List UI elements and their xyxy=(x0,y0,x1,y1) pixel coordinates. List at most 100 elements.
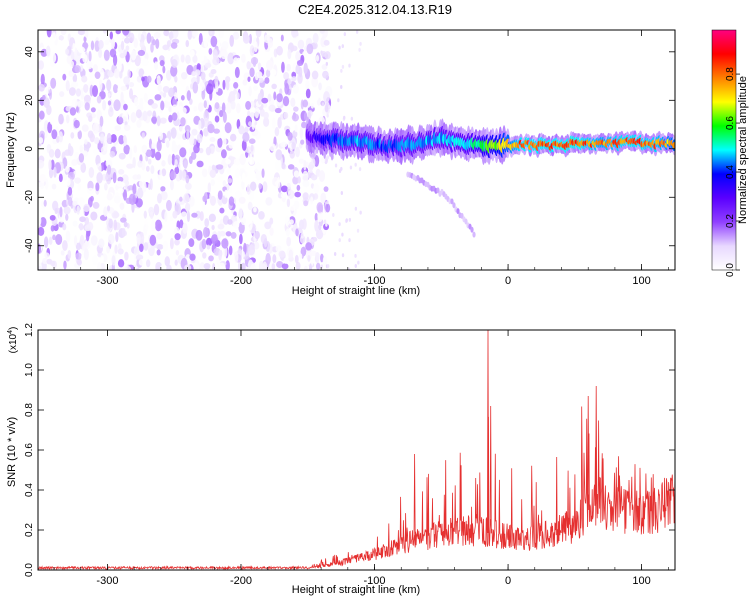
heatmap-noise-cell xyxy=(320,192,327,204)
heatmap-noise-cell xyxy=(86,61,93,70)
heatmap-noise-cell xyxy=(83,248,89,261)
heatmap-noise-cell xyxy=(77,100,84,108)
heatmap-noise-cell xyxy=(268,105,273,111)
heatmap-noise-cell xyxy=(332,212,335,217)
colorbar-tick-label: 0.0 xyxy=(725,263,736,277)
heatmap-noise-cell xyxy=(88,115,93,122)
heatmap-noise-cell xyxy=(320,50,323,55)
heatmap-noise-cell xyxy=(276,45,283,56)
heatmap-noise-cell xyxy=(324,104,329,113)
heatmap-noise-cell xyxy=(128,81,135,88)
heatmap-noise-cell xyxy=(333,251,337,256)
heatmap-noise-cell xyxy=(73,235,78,247)
heatmap-noise-cell xyxy=(90,235,98,246)
heatmap-trace-cell xyxy=(436,187,440,194)
heatmap-noise-cell xyxy=(273,91,277,101)
heatmap-noise-cell xyxy=(175,249,180,256)
heatmap-noise-cell xyxy=(107,233,115,245)
heatmap-trace-cell xyxy=(472,231,476,238)
heatmap-noise-cell xyxy=(58,35,64,41)
heatmap-noise-cell xyxy=(315,262,321,270)
heatmap-noise-cell xyxy=(254,106,260,119)
heatmap-noise-cell xyxy=(233,158,241,166)
colorbar-gradient xyxy=(711,29,737,271)
heatmap-noise-cell xyxy=(104,39,110,46)
heatmap-noise-cell xyxy=(293,200,300,210)
heatmap-noise-cell xyxy=(50,77,57,89)
heatmap-noise-cell xyxy=(274,159,282,171)
heatmap-noise-cell xyxy=(170,42,178,49)
heatmap-noise-cell xyxy=(274,30,280,33)
heatmap-noise-cell xyxy=(313,183,320,194)
heatmap-noise-cell xyxy=(228,141,234,149)
y-tick-label: 0.6 xyxy=(24,443,35,457)
heatmap-noise-cell xyxy=(75,242,81,251)
heatmap-noise-cell xyxy=(343,32,347,37)
heatmap-noise-cell xyxy=(107,164,112,175)
snr-series-line xyxy=(38,330,675,570)
y-tick-label: 40 xyxy=(24,46,35,58)
heatmap-noise-cell xyxy=(171,104,179,114)
heatmap-noise-cell xyxy=(64,149,71,156)
heatmap-noise-cell xyxy=(66,177,71,187)
heatmap-noise-cell xyxy=(241,139,247,151)
heatmap-noise-cell xyxy=(40,48,48,57)
heatmap-noise-cell xyxy=(39,173,46,183)
heatmap-noise-cell xyxy=(145,224,149,230)
heatmap-noise-cell xyxy=(117,188,124,194)
heatmap-noise-cell xyxy=(82,150,88,157)
heatmap-noise-cell xyxy=(258,260,264,270)
heatmap-noise-cell xyxy=(110,134,117,143)
heatmap-noise-cell xyxy=(150,165,155,175)
heatmap-noise-cell xyxy=(301,121,307,129)
colorbar-axis: 0.0 0.2 0.4 0.6 0.8 xyxy=(725,67,740,277)
heatmap-noise-cell xyxy=(162,44,170,51)
heatmap-noise-cell xyxy=(183,193,190,204)
heatmap-noise-cell xyxy=(92,255,98,266)
heatmap-noise-cell xyxy=(123,124,131,131)
heatmap-noise-cell xyxy=(181,107,187,115)
colorbar-tick-label: 0.2 xyxy=(725,214,736,228)
heatmap-noise-cell xyxy=(48,88,53,100)
heatmap-noise-cell xyxy=(81,124,89,132)
heatmap-noise-cell xyxy=(274,107,282,114)
heatmap-noise-cell xyxy=(159,168,163,181)
heatmap-noise-cell xyxy=(294,254,299,264)
heatmap-noise-cell xyxy=(203,262,211,270)
heatmap-noise-cell xyxy=(286,63,291,72)
heatmap-noise-cell xyxy=(115,30,121,35)
heatmap-noise-cell xyxy=(252,57,257,68)
heatmap-noise-cell xyxy=(303,159,307,171)
heatmap-noise-cell xyxy=(120,217,127,223)
heatmap-noise-cell xyxy=(159,264,167,270)
heatmap-noise-cell xyxy=(159,117,167,124)
heatmap-noise-cell xyxy=(200,64,205,73)
heatmap-noise-cell xyxy=(49,112,56,125)
heatmap-noise-cell xyxy=(265,197,273,206)
heatmap-noise-cell xyxy=(289,150,295,159)
heatmap-noise-cell xyxy=(179,156,183,164)
heatmap-noise-cell xyxy=(170,220,178,226)
heatmap-noise-cell xyxy=(180,72,188,80)
heatmap-noise-cell xyxy=(358,167,362,172)
heatmap-noise-cell xyxy=(65,213,69,221)
heatmap-noise-cell xyxy=(164,210,168,223)
heatmap-noise-cell xyxy=(241,251,245,258)
heatmap-noise-cell xyxy=(78,153,85,163)
y-tick-label: 1.0 xyxy=(24,363,35,377)
heatmap-noise-cell xyxy=(245,100,252,110)
heatmap-noise-cell xyxy=(354,264,357,269)
heatmap-noise-cell xyxy=(267,93,272,102)
heatmap-noise-cell xyxy=(137,160,143,168)
heatmap-noise-cell xyxy=(172,30,179,39)
heatmap-noise-cell xyxy=(253,207,257,213)
heatmap-noise-cell xyxy=(185,54,191,65)
heatmap-noise-cell xyxy=(302,99,309,108)
heatmap-x-axis: -300 -200 -100 0 100 xyxy=(53,30,669,287)
heatmap-noise-cell xyxy=(138,102,143,108)
x-tick-label: -300 xyxy=(96,275,118,287)
heatmap-noise-cell xyxy=(228,245,233,256)
heatmap-noise-cell xyxy=(90,211,98,221)
snr-x-axis: -300 -200 -100 0 100 xyxy=(53,330,669,587)
heatmap-noise-cell xyxy=(199,211,204,222)
